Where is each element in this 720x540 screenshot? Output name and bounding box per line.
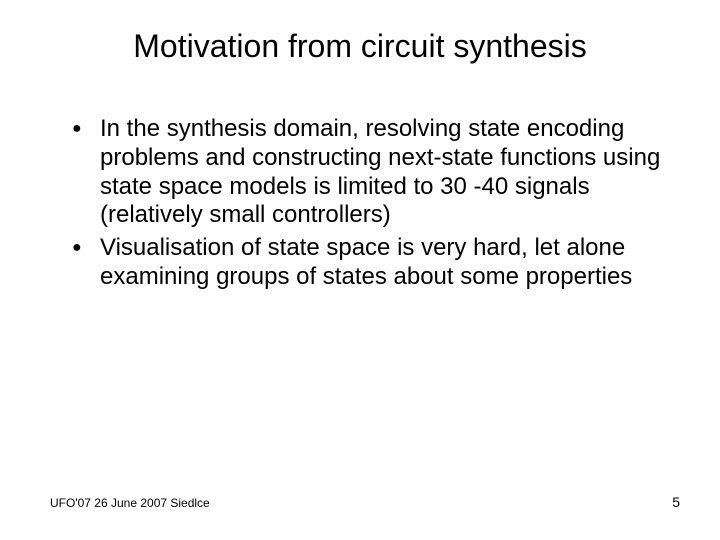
footer-text: UFO'07 26 June 2007 Siedlce (50, 496, 210, 510)
bullet-item: Visualisation of state space is very har… (72, 234, 670, 292)
slide: Motivation from circuit synthesis In the… (0, 0, 720, 540)
slide-title: Motivation from circuit synthesis (50, 28, 670, 65)
bullet-list: In the synthesis domain, resolving state… (50, 115, 670, 292)
page-number: 5 (672, 494, 680, 510)
bullet-item: In the synthesis domain, resolving state… (72, 115, 670, 230)
